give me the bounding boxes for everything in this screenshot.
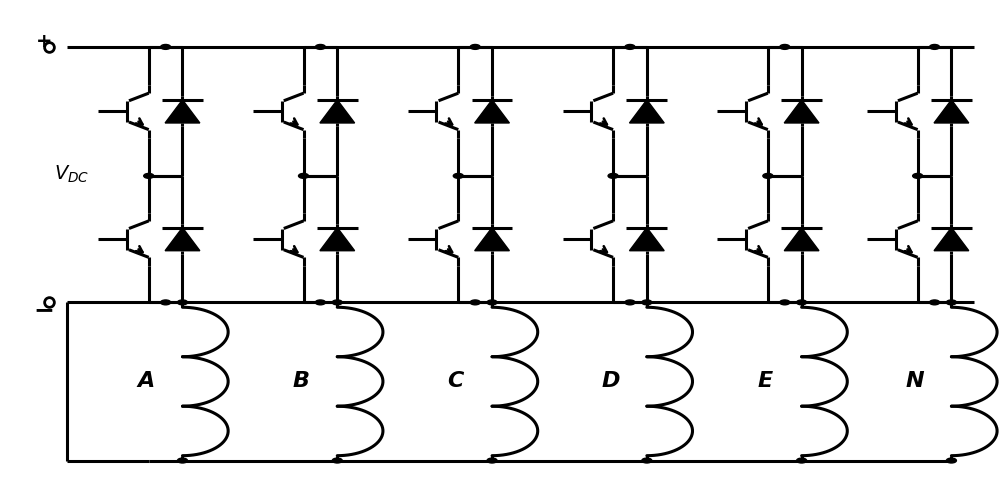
Circle shape: [608, 173, 618, 178]
Text: C: C: [448, 371, 464, 391]
Circle shape: [332, 458, 342, 463]
Circle shape: [913, 173, 923, 178]
Circle shape: [797, 458, 807, 463]
Polygon shape: [320, 227, 355, 251]
Circle shape: [470, 44, 480, 49]
Circle shape: [642, 300, 652, 305]
Text: D: D: [601, 371, 620, 391]
Circle shape: [332, 300, 342, 305]
Polygon shape: [629, 100, 664, 123]
Circle shape: [625, 300, 635, 305]
Polygon shape: [934, 100, 969, 123]
Circle shape: [299, 173, 309, 178]
Polygon shape: [475, 227, 509, 251]
Circle shape: [780, 44, 790, 49]
Polygon shape: [165, 227, 200, 251]
Circle shape: [487, 300, 497, 305]
Text: B: B: [292, 371, 309, 391]
Text: −: −: [33, 298, 54, 322]
Circle shape: [315, 300, 325, 305]
Circle shape: [642, 458, 652, 463]
Circle shape: [930, 300, 940, 305]
Circle shape: [177, 458, 187, 463]
Circle shape: [797, 300, 807, 305]
Polygon shape: [784, 100, 819, 123]
Circle shape: [144, 173, 154, 178]
Text: +: +: [35, 32, 52, 51]
Polygon shape: [629, 227, 664, 251]
Circle shape: [487, 458, 497, 463]
Circle shape: [315, 44, 325, 49]
Text: E: E: [758, 371, 773, 391]
Circle shape: [453, 173, 463, 178]
Polygon shape: [784, 227, 819, 251]
Text: N: N: [906, 371, 924, 391]
Circle shape: [177, 300, 187, 305]
Polygon shape: [320, 100, 355, 123]
Circle shape: [161, 44, 171, 49]
Circle shape: [780, 300, 790, 305]
Circle shape: [946, 300, 956, 305]
Circle shape: [470, 300, 480, 305]
Circle shape: [625, 44, 635, 49]
Polygon shape: [475, 100, 509, 123]
Polygon shape: [934, 227, 969, 251]
Text: $V_{DC}$: $V_{DC}$: [54, 164, 89, 185]
Circle shape: [763, 173, 773, 178]
Polygon shape: [165, 100, 200, 123]
Circle shape: [930, 44, 940, 49]
Text: A: A: [138, 371, 155, 391]
Circle shape: [946, 458, 956, 463]
Circle shape: [161, 300, 171, 305]
